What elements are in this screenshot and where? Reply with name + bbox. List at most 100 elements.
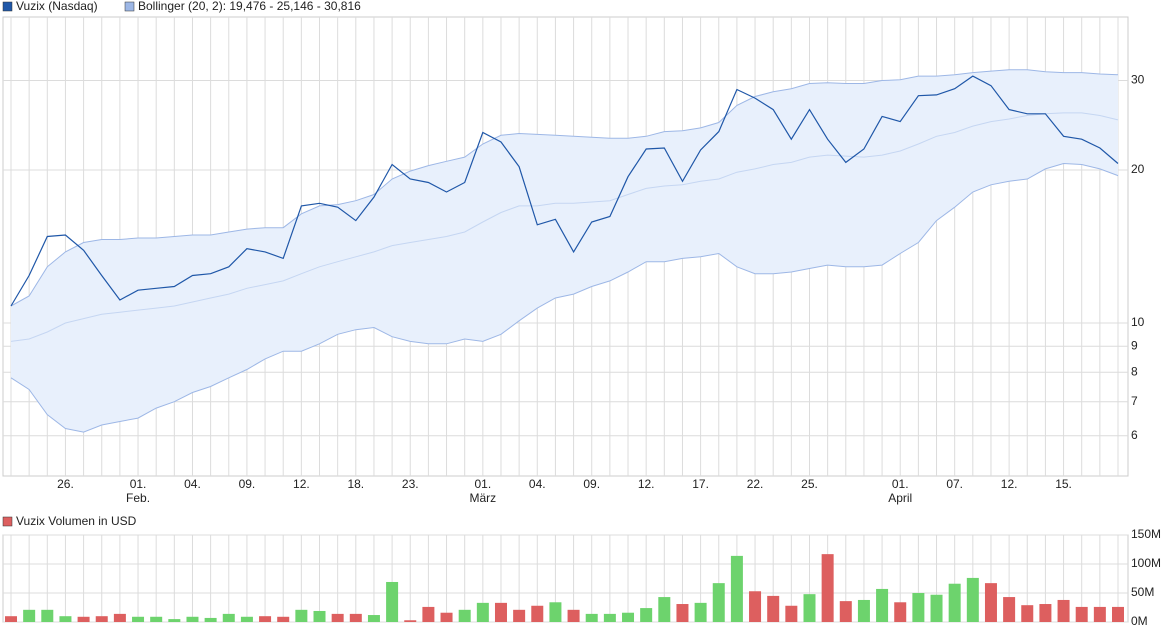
y-tick-label: 9 <box>1131 338 1138 352</box>
x-tick-label: 26. <box>57 477 74 491</box>
volume-bar <box>1093 606 1106 622</box>
volume-bar <box>531 605 544 622</box>
x-tick-label: 01. <box>474 477 491 491</box>
volume-bar <box>1003 597 1016 622</box>
x-tick-label: 15. <box>1055 477 1072 491</box>
volume-bar <box>313 610 326 622</box>
volume-bar <box>622 612 635 622</box>
volume-bar <box>513 609 526 622</box>
x-tick-label: 12. <box>293 477 310 491</box>
volume-bar <box>259 616 272 622</box>
volume-bar <box>476 602 489 622</box>
volume-bar <box>41 609 54 622</box>
volume-bar <box>549 602 562 622</box>
x-tick-sublabel: April <box>888 491 912 505</box>
x-tick-label: 04. <box>529 477 546 491</box>
volume-bar <box>749 591 762 622</box>
y-tick-label: 10 <box>1131 315 1145 329</box>
volume-bar <box>331 613 344 622</box>
price-line <box>10 75 1119 307</box>
x-tick-label: 01. <box>130 477 147 491</box>
volume-bar <box>1075 606 1088 622</box>
x-tick-label: 09. <box>583 477 600 491</box>
y-tick-label: 50M <box>1131 585 1154 599</box>
x-tick-label: 23. <box>402 477 419 491</box>
volume-bar <box>1021 605 1034 622</box>
x-tick-label: 12. <box>1001 477 1018 491</box>
bollinger-upper <box>10 69 1119 307</box>
x-tick-label: 04. <box>184 477 201 491</box>
y-tick-label: 30 <box>1131 73 1145 87</box>
volume-bar <box>77 616 90 622</box>
x-tick-label: 18. <box>347 477 364 491</box>
volume-bar <box>494 602 507 622</box>
x-tick-label: 09. <box>239 477 256 491</box>
volume-bar <box>912 593 925 622</box>
volume-bar <box>95 616 108 622</box>
volume-bar <box>386 581 399 622</box>
y-tick-label: 8 <box>1131 364 1138 378</box>
y-tick-label: 150M <box>1131 527 1161 541</box>
y-tick-label: 20 <box>1131 162 1145 176</box>
volume-bar <box>585 613 598 622</box>
volume-bar <box>785 605 798 622</box>
x-tick-sublabel: März <box>470 491 497 505</box>
bollinger-lower <box>10 162 1119 433</box>
volume-bar <box>1057 599 1070 622</box>
legend-label: Vuzix (Nasdaq) <box>16 0 98 13</box>
x-tick-label: 22. <box>747 477 764 491</box>
volume-bar <box>694 602 707 622</box>
volume-bar <box>23 609 36 622</box>
volume-bar <box>59 616 72 622</box>
volume-bar <box>5 616 17 622</box>
volume-bar <box>204 617 217 622</box>
volume-bar <box>894 602 907 622</box>
y-tick-label: 7 <box>1131 394 1138 408</box>
legend-swatch <box>2 1 13 12</box>
legend-label: Bollinger (20, 2): 19,476 - 25,146 - 30,… <box>138 0 361 13</box>
volume-bar <box>222 613 235 622</box>
volume-bar <box>712 583 725 622</box>
x-tick-label: 07. <box>946 477 963 491</box>
volume-bar <box>458 609 471 622</box>
volume-bar <box>422 606 435 622</box>
volume-bar <box>821 554 834 622</box>
plot-frame <box>2 16 1129 477</box>
volume-bar <box>349 613 362 622</box>
y-tick-label: 0M <box>1131 614 1148 628</box>
volume-bar <box>440 612 453 622</box>
volume-bar <box>730 555 743 622</box>
volume-bar <box>240 616 253 622</box>
volume-bar <box>113 613 126 622</box>
volume-bar <box>676 604 689 622</box>
volume-bar <box>857 599 870 622</box>
bollinger-band-fill <box>11 69 1118 433</box>
volume-bar <box>767 595 780 622</box>
volume-bar <box>948 583 961 622</box>
y-tick-label: 100M <box>1131 556 1161 570</box>
legend-swatch <box>2 516 13 527</box>
volume-bar <box>404 620 417 622</box>
legend-label: Vuzix Volumen in USD <box>16 514 137 528</box>
volume-bar <box>839 601 852 622</box>
x-tick-label: 17. <box>692 477 709 491</box>
bollinger-middle <box>10 112 1119 342</box>
x-tick-label: 12. <box>638 477 655 491</box>
x-tick-label: 25. <box>801 477 818 491</box>
volume-bar <box>876 588 889 622</box>
volume-bar <box>640 608 653 622</box>
x-tick-sublabel: Feb. <box>126 491 150 505</box>
volume-bar <box>132 616 145 622</box>
volume-bar <box>658 597 671 622</box>
volume-bar <box>930 594 943 622</box>
volume-bar <box>603 613 616 622</box>
volume-bar <box>1039 604 1052 622</box>
volume-bar <box>567 609 580 622</box>
x-tick-label: 01. <box>892 477 909 491</box>
y-tick-label: 6 <box>1131 428 1138 442</box>
legend-swatch <box>124 1 135 12</box>
volume-bar <box>367 615 380 622</box>
volume-bar <box>984 583 997 622</box>
volume-bar <box>150 616 163 622</box>
